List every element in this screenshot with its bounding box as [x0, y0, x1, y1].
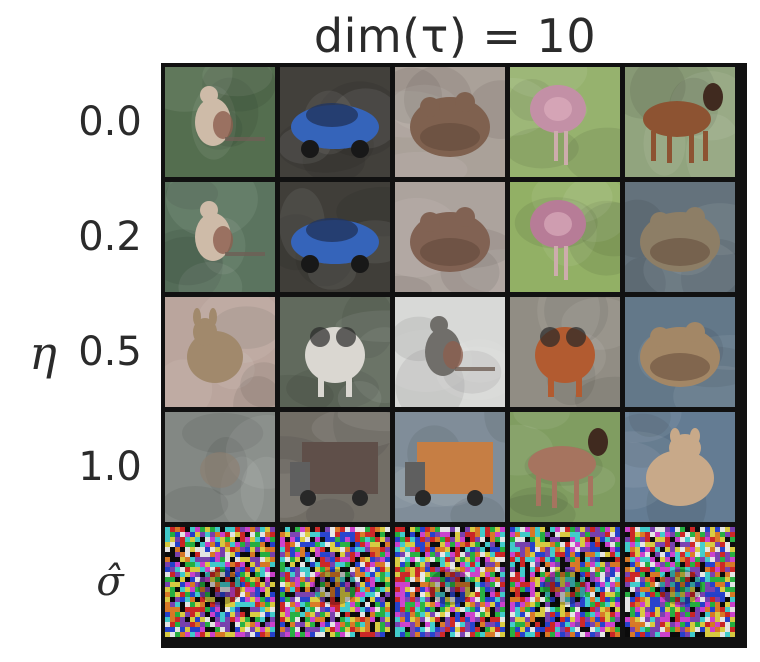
grid-cell-truck-image — [280, 412, 390, 522]
frog-image — [395, 182, 505, 292]
truck-image — [395, 412, 505, 522]
grid-cell-bird-image — [165, 67, 275, 177]
row-label: 1.0 — [78, 444, 142, 490]
cat-image — [625, 412, 735, 522]
grid-cell-truck-image — [395, 412, 505, 522]
y-axis-label: η — [29, 326, 57, 380]
grid-cell-noise-image — [165, 527, 275, 637]
horse-image — [510, 412, 620, 522]
noise-image — [395, 527, 505, 637]
frog-image — [395, 67, 505, 177]
truck-image — [280, 412, 390, 522]
grid-cell-ostrich-image — [510, 67, 620, 177]
grid-cell-horse-image — [510, 412, 620, 522]
bird-image — [165, 182, 275, 292]
row-label: 0.5 — [78, 329, 142, 375]
row-label: σ̂ — [96, 559, 124, 605]
grid-cell-noise-image — [280, 527, 390, 637]
ostrich-image — [510, 67, 620, 177]
grid-cell-dog-image — [510, 297, 620, 407]
figure-title: dim(τ) = 10 — [313, 9, 597, 63]
frog-image — [625, 182, 735, 292]
ostrich-image — [510, 182, 620, 292]
grid-cell-car-image — [280, 182, 390, 292]
frog-image — [625, 297, 735, 407]
grid-cell-noise-image — [625, 527, 735, 637]
grid-cell-deer-image — [165, 297, 275, 407]
noise-image — [280, 527, 390, 637]
dog-image — [280, 297, 390, 407]
grid-cell-frog-image — [395, 182, 505, 292]
grid-cell-noise-image — [510, 527, 620, 637]
noise-image — [625, 527, 735, 637]
noise-image — [165, 527, 275, 637]
row-label: 0.2 — [78, 214, 142, 260]
deer-image — [165, 297, 275, 407]
grid-cell-noise-image — [395, 527, 505, 637]
grid-cell-dog-image — [280, 297, 390, 407]
noise-image — [510, 527, 620, 637]
grid-cell-frog-image — [395, 67, 505, 177]
horse-image — [625, 67, 735, 177]
dog-image — [510, 297, 620, 407]
car-image — [280, 182, 390, 292]
grid-cell-bird-image — [165, 182, 275, 292]
blur-image — [165, 412, 275, 522]
grid-cell-frog-image — [625, 297, 735, 407]
grid-cell-blur-image — [165, 412, 275, 522]
grid-cell-bird-image — [395, 297, 505, 407]
car-image — [280, 67, 390, 177]
bird-image — [395, 297, 505, 407]
image-grid — [161, 63, 747, 648]
grid-cell-frog-image — [625, 182, 735, 292]
grid-cell-horse-image — [625, 67, 735, 177]
grid-cell-ostrich-image — [510, 182, 620, 292]
bird-image — [165, 67, 275, 177]
grid-cell-cat-image — [625, 412, 735, 522]
row-label: 0.0 — [78, 99, 142, 145]
grid-cell-car-image — [280, 67, 390, 177]
